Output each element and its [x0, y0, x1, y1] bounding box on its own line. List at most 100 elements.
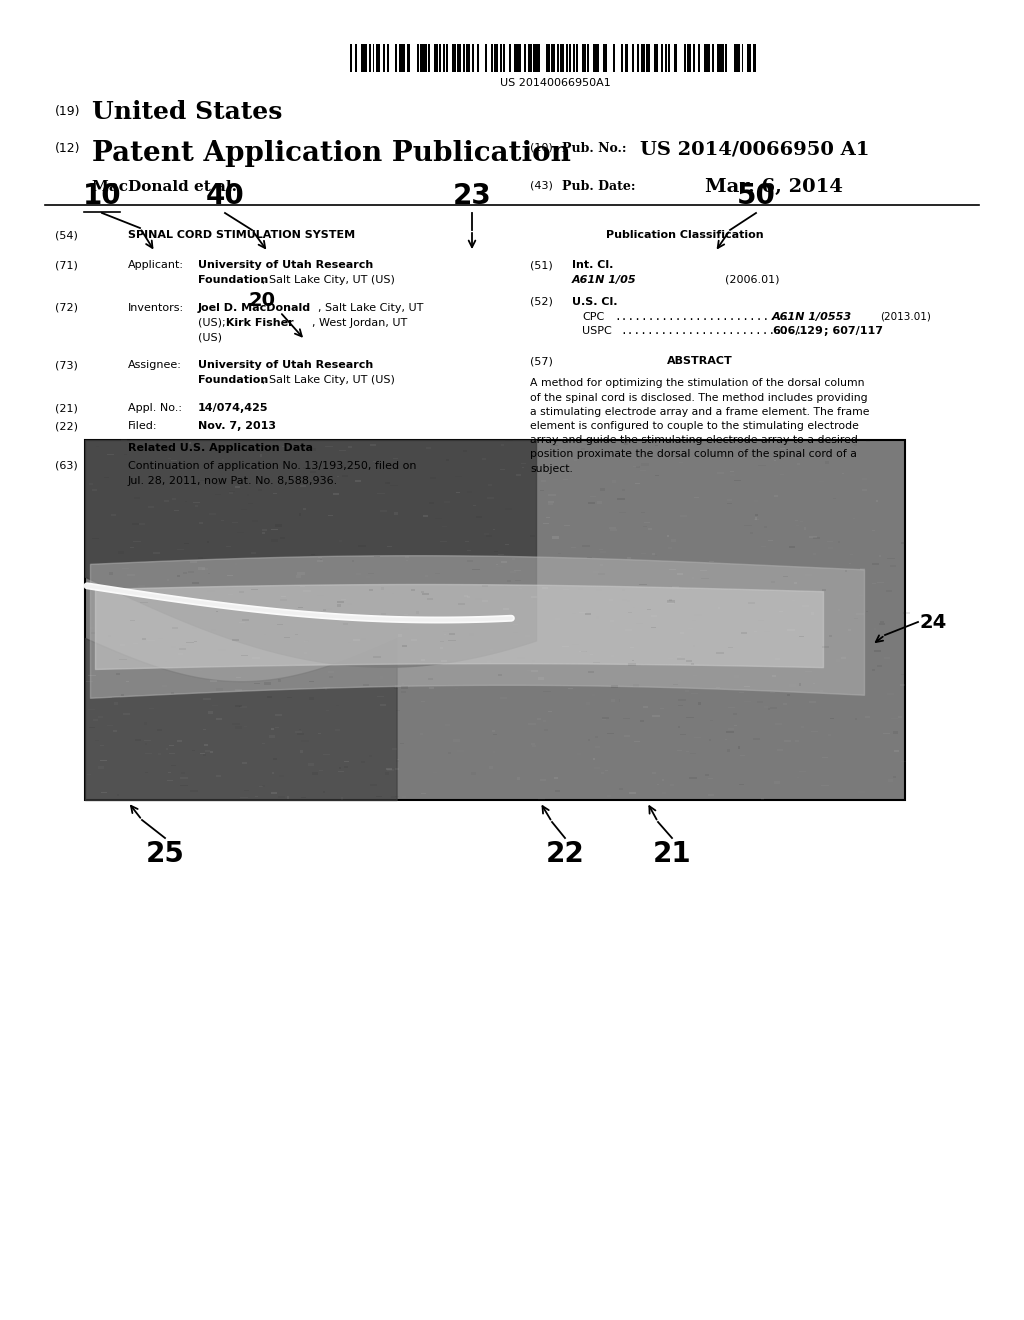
Bar — [685, 690, 689, 692]
Bar — [498, 553, 504, 556]
Bar — [385, 772, 389, 775]
Bar — [394, 685, 397, 688]
Bar — [169, 752, 175, 754]
Bar — [358, 545, 366, 546]
Bar — [465, 595, 468, 597]
Bar — [426, 447, 431, 449]
Bar — [445, 459, 450, 461]
Bar — [743, 685, 751, 688]
Bar — [486, 496, 494, 499]
Bar — [629, 792, 636, 795]
Bar — [338, 771, 344, 772]
Bar — [180, 776, 187, 779]
Bar — [549, 495, 556, 496]
Bar — [607, 733, 613, 734]
Bar — [891, 718, 898, 719]
Bar — [360, 44, 368, 73]
Bar — [862, 478, 867, 479]
Bar — [641, 44, 645, 73]
Bar — [144, 722, 147, 725]
Bar — [506, 440, 513, 441]
Bar — [386, 768, 391, 770]
Bar — [593, 758, 595, 760]
Bar — [177, 549, 184, 550]
Bar — [761, 545, 766, 548]
Bar — [208, 573, 211, 574]
Bar — [134, 498, 140, 499]
Bar — [201, 480, 208, 482]
Bar — [472, 569, 479, 570]
Bar — [634, 684, 639, 686]
Bar — [733, 44, 740, 73]
Bar — [242, 762, 247, 764]
Text: 25: 25 — [145, 840, 184, 869]
Text: Pub. Date:: Pub. Date: — [562, 180, 636, 193]
Bar — [784, 741, 791, 742]
Bar — [360, 762, 366, 763]
Bar — [790, 545, 795, 548]
Bar — [678, 700, 686, 701]
Bar — [486, 661, 490, 663]
Text: position proximate the dorsal column of the spinal cord of a: position proximate the dorsal column of … — [530, 449, 857, 459]
Bar — [540, 490, 544, 491]
Bar — [300, 486, 306, 487]
Bar — [327, 609, 333, 610]
Bar — [674, 44, 678, 73]
Bar — [838, 610, 840, 611]
Text: 14/074,425: 14/074,425 — [198, 403, 268, 413]
Bar — [216, 688, 222, 690]
Bar — [128, 589, 130, 591]
Text: 21: 21 — [652, 840, 691, 869]
Bar — [253, 657, 260, 659]
Bar — [651, 553, 655, 554]
Text: (US): (US) — [198, 333, 222, 342]
Bar — [279, 775, 284, 777]
Text: US 2014/0066950 A1: US 2014/0066950 A1 — [640, 140, 869, 158]
Text: (54): (54) — [55, 230, 78, 240]
Bar — [251, 552, 256, 554]
Bar — [887, 693, 894, 694]
Bar — [531, 671, 538, 672]
Bar — [601, 772, 604, 775]
Bar — [339, 450, 346, 451]
Text: element is configured to couple to the stimulating electrode: element is configured to couple to the s… — [530, 421, 859, 432]
Bar — [595, 746, 600, 748]
Bar — [646, 44, 650, 73]
Bar — [285, 636, 290, 638]
Text: (57): (57) — [530, 356, 553, 367]
Bar — [264, 634, 266, 635]
Bar — [827, 734, 831, 737]
Bar — [88, 675, 95, 676]
Bar — [677, 750, 682, 751]
Bar — [811, 612, 814, 615]
Bar — [253, 689, 259, 690]
Bar — [347, 603, 352, 605]
Bar — [407, 44, 411, 73]
Bar — [205, 744, 208, 746]
Bar — [85, 440, 905, 800]
Bar — [164, 500, 169, 503]
Bar — [530, 535, 535, 537]
Bar — [678, 656, 681, 657]
Bar — [344, 766, 348, 767]
Bar — [768, 540, 773, 541]
Text: ..........................: .......................... — [614, 312, 790, 322]
Bar — [158, 638, 163, 639]
Bar — [680, 632, 684, 634]
Bar — [596, 589, 602, 591]
Text: (10): (10) — [530, 143, 553, 152]
Bar — [113, 730, 117, 733]
Bar — [428, 44, 430, 73]
Bar — [247, 494, 249, 496]
Bar — [775, 657, 780, 660]
Bar — [500, 469, 505, 470]
Bar — [203, 698, 211, 700]
Bar — [380, 676, 383, 678]
Bar — [549, 503, 553, 504]
Bar — [598, 573, 605, 574]
Bar — [813, 553, 816, 554]
Bar — [400, 692, 407, 693]
Bar — [138, 585, 145, 586]
Bar — [208, 711, 213, 714]
Bar — [501, 561, 507, 562]
